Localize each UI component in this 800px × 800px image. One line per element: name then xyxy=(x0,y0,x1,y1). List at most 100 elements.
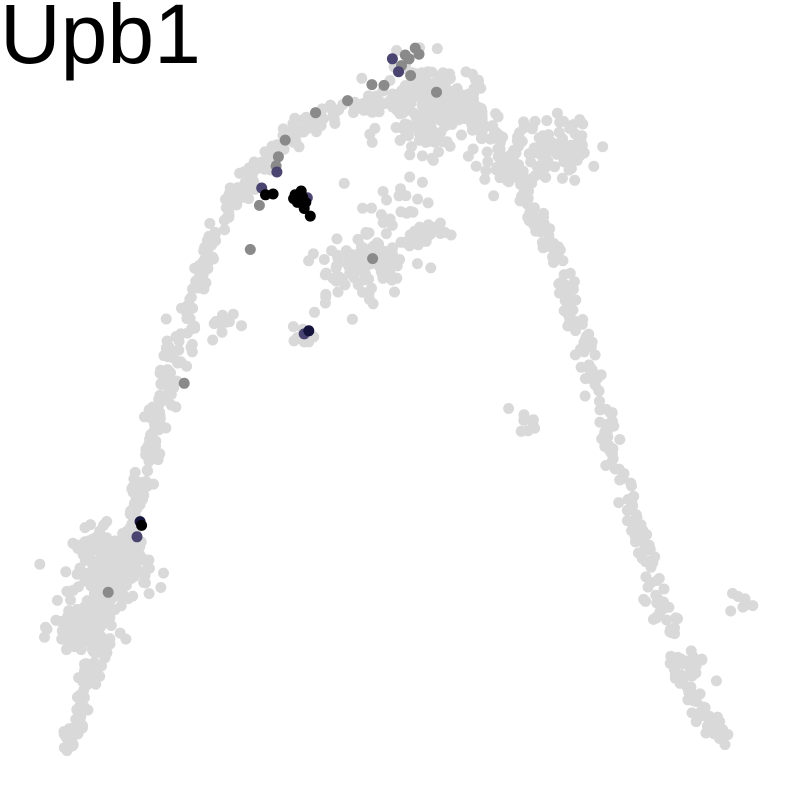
cell-point xyxy=(160,422,172,434)
cell-point xyxy=(578,147,590,159)
cell-point xyxy=(92,578,104,590)
cell-point xyxy=(131,503,143,515)
cell-point xyxy=(66,610,78,621)
expressing-cell-point xyxy=(131,531,143,543)
cell-point xyxy=(320,291,332,303)
cell-point xyxy=(402,238,414,250)
cell-point xyxy=(440,76,452,88)
cell-point xyxy=(518,116,530,128)
cell-point xyxy=(539,171,550,182)
cell-point xyxy=(568,315,580,327)
cell-point xyxy=(710,675,722,687)
cell-point xyxy=(404,171,416,183)
expressing-cell-point xyxy=(298,203,310,214)
cell-point xyxy=(411,258,423,270)
cell-point xyxy=(481,146,493,158)
cell-point xyxy=(326,245,338,257)
cell-point xyxy=(434,217,446,229)
cell-point xyxy=(346,313,358,325)
cell-point xyxy=(417,233,429,245)
cell-point xyxy=(154,413,166,425)
cell-point xyxy=(490,108,502,120)
cell-point xyxy=(119,543,131,555)
cell-point xyxy=(201,244,213,256)
cell-point xyxy=(427,154,439,166)
cell-point xyxy=(170,331,182,342)
cell-point xyxy=(94,525,106,537)
cell-point xyxy=(138,489,150,501)
cell-point xyxy=(373,260,385,272)
cell-point xyxy=(128,473,140,485)
cell-point xyxy=(640,571,652,583)
cell-point xyxy=(371,102,383,114)
cell-point xyxy=(72,539,84,551)
cell-point xyxy=(204,218,216,229)
cell-point xyxy=(553,138,565,150)
cell-point xyxy=(154,389,166,401)
cell-point xyxy=(270,142,282,154)
cell-point xyxy=(626,480,637,492)
expressing-cell-point xyxy=(342,95,354,107)
cell-point xyxy=(435,115,447,127)
cell-point xyxy=(357,202,369,214)
cell-point xyxy=(181,300,193,312)
cell-point xyxy=(577,118,589,130)
cell-point xyxy=(494,163,506,175)
cell-point xyxy=(143,554,155,566)
cell-point xyxy=(85,606,97,618)
cell-point xyxy=(384,268,396,280)
cell-point xyxy=(82,545,93,557)
cell-point xyxy=(719,739,731,751)
cell-point xyxy=(236,320,247,332)
cell-point xyxy=(380,249,392,261)
expressing-cell-point xyxy=(260,189,271,201)
cell-point xyxy=(163,376,174,388)
cell-point xyxy=(230,189,242,201)
cell-point xyxy=(722,729,734,740)
cell-point xyxy=(569,349,581,361)
cell-point xyxy=(626,495,638,507)
cell-point xyxy=(89,625,101,637)
cell-point xyxy=(74,714,86,726)
cell-point xyxy=(541,115,553,127)
cell-point xyxy=(630,509,642,521)
cell-point xyxy=(220,193,231,205)
cell-point xyxy=(431,43,443,55)
cell-point xyxy=(391,45,403,56)
cell-point xyxy=(349,103,360,115)
cell-point xyxy=(215,317,227,329)
cell-point xyxy=(663,601,675,613)
cell-point xyxy=(621,515,633,527)
cell-point xyxy=(72,581,84,593)
cell-point xyxy=(531,161,543,173)
cell-point xyxy=(480,165,492,177)
cell-point xyxy=(535,149,547,161)
cell-point xyxy=(651,575,663,586)
cell-point xyxy=(678,655,690,667)
cell-point xyxy=(223,211,235,223)
cell-point xyxy=(303,255,315,267)
cell-point xyxy=(613,463,625,475)
cell-point xyxy=(479,173,491,185)
cell-point xyxy=(564,267,576,279)
cell-point xyxy=(340,248,352,260)
cell-point xyxy=(61,643,73,655)
cell-point xyxy=(526,123,538,135)
cell-point xyxy=(184,313,196,325)
cell-point xyxy=(422,197,434,209)
cell-point xyxy=(101,516,113,527)
cell-point xyxy=(402,99,414,111)
cell-point xyxy=(396,84,408,96)
cell-point xyxy=(309,306,320,318)
expressing-cell-point xyxy=(405,70,417,81)
cell-point xyxy=(421,101,433,113)
cell-point xyxy=(511,135,523,147)
cell-point xyxy=(80,627,92,639)
expressing-cell-point xyxy=(403,53,415,65)
cell-point xyxy=(72,639,84,651)
cell-point xyxy=(84,660,96,672)
cell-point xyxy=(518,409,530,421)
expressing-cell-point xyxy=(136,519,148,531)
cell-point xyxy=(604,407,616,419)
